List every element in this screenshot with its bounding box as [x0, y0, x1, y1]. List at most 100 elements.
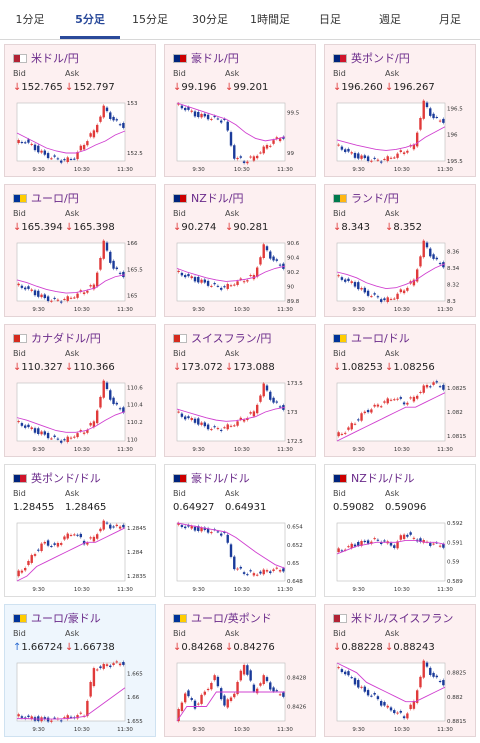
- candle: [370, 541, 373, 544]
- candle: [275, 137, 279, 140]
- tab-6[interactable]: 週足: [379, 13, 401, 26]
- pair-card[interactable]: ランド/円 Bid Ask ↓8.343 ↓8.352 8.36 8.34 8.32…: [324, 184, 476, 317]
- pair-card[interactable]: スイスフラン/円 Bid Ask ↓173.072 ↓173.088 173.5…: [164, 324, 316, 457]
- candle: [438, 120, 442, 122]
- pair-name[interactable]: ユーロ/円: [13, 190, 79, 206]
- tab-5[interactable]: 日足: [319, 13, 341, 26]
- tab-1[interactable]: 5分足: [60, 0, 120, 39]
- chart-frame: [336, 382, 446, 442]
- x-tick-label: 11:30: [117, 447, 133, 453]
- bid-price: 173.072: [181, 362, 223, 373]
- price-chart[interactable]: 0.592 0.591 0.59 0.589 9:30 10:30 11:30: [335, 519, 471, 593]
- candle: [59, 160, 63, 163]
- candle: [23, 568, 27, 571]
- candle: [219, 688, 223, 700]
- pair-card[interactable]: 米ドル/円 Bid Ask ↓152.765 ↓152.797 153 152.5…: [4, 44, 156, 177]
- candle: [95, 410, 99, 424]
- candle: [425, 242, 429, 248]
- price-chart[interactable]: 110.6 110.4 110.2 110 9:30 10:30 11:30: [15, 379, 151, 453]
- candle: [249, 670, 252, 681]
- candle: [337, 432, 340, 437]
- y-tick-label: 166: [127, 241, 138, 247]
- tab-4[interactable]: 1時間足: [250, 13, 290, 26]
- pair-name[interactable]: NZドル/円: [173, 190, 243, 206]
- pair-card[interactable]: ユーロ/円 Bid Ask ↓165.394 ↓165.398 166 165.5…: [4, 184, 156, 317]
- y-tick-label: 0.592: [447, 521, 463, 527]
- candle: [200, 113, 203, 118]
- price-chart[interactable]: 173.5 173 172.5 9:30 10:30 11:30: [175, 379, 311, 453]
- candle: [252, 156, 256, 161]
- price-chart[interactable]: 90.6 90.4 90.2 90 89.8 9:30 10:30 11:30: [175, 239, 311, 313]
- pair-card[interactable]: ユーロ/ドル Bid Ask ↓1.08253 ↓1.08256 1.0825 1…: [324, 324, 476, 457]
- flag-icon: [333, 193, 347, 203]
- candle: [252, 684, 256, 692]
- pair-label: スイスフラン/円: [191, 332, 272, 345]
- pair-card[interactable]: 米ドル/スイスフラン Bid Ask ↓0.88228 ↓0.88243 0.8…: [324, 604, 476, 737]
- candle: [177, 411, 180, 413]
- price-chart[interactable]: 1.665 1.66 1.655 9:30 10:30 11:30: [15, 659, 151, 733]
- pair-card[interactable]: 豪ドル/ドル Bid Ask 0.64927 0.64931 0.654 0.65…: [164, 464, 316, 597]
- price-chart[interactable]: 0.8428 0.8426 9:30 10:30 11:30: [175, 659, 311, 733]
- tab-2[interactable]: 15分足: [132, 13, 168, 26]
- price-chart[interactable]: 1.0825 1.082 1.0815 9:30 10:30 11:30: [335, 379, 471, 453]
- pair-name[interactable]: NZドル/ドル: [333, 470, 414, 486]
- candle: [17, 283, 20, 286]
- candle: [233, 284, 236, 286]
- price-chart[interactable]: 166 165.5 165 9:30 10:30 11:30: [15, 239, 151, 313]
- tab-0[interactable]: 1分足: [15, 13, 45, 26]
- price-chart[interactable]: 0.654 0.652 0.65 0.648 9:30 10:30 11:30: [175, 519, 311, 593]
- pair-card[interactable]: NZドル/円 Bid Ask ↓90.274 ↓90.281 90.6 90.4 9…: [164, 184, 316, 317]
- candle: [337, 548, 340, 552]
- bid-label: Bid: [333, 209, 346, 218]
- tab-3[interactable]: 30分足: [192, 13, 228, 26]
- candle: [422, 540, 425, 543]
- candle: [265, 677, 269, 682]
- price-chart[interactable]: 99.5 99 9:30 10:30 11:30: [175, 99, 311, 173]
- pair-name[interactable]: 米ドル/スイスフラン: [333, 610, 453, 626]
- candle: [412, 537, 416, 539]
- candle: [63, 298, 66, 300]
- pair-name[interactable]: 英ポンド/円: [333, 50, 410, 66]
- y-tick-label: 196.5: [447, 106, 463, 112]
- pair-card[interactable]: 英ポンド/ドル Bid Ask 1.28455 1.28465 1.2845 1.…: [4, 464, 156, 597]
- pair-name[interactable]: 豪ドル/円: [173, 50, 239, 66]
- tab-7[interactable]: 月足: [439, 13, 461, 26]
- price-chart[interactable]: 153 152.5 9:30 10:30 11:30: [15, 99, 151, 173]
- pair-card[interactable]: NZドル/ドル Bid Ask 0.59082 0.59096 0.592 0.5…: [324, 464, 476, 597]
- pair-name[interactable]: 豪ドル/ドル: [173, 470, 250, 486]
- pair-card[interactable]: カナダドル/円 Bid Ask ↓110.327 ↓110.366 110.6 1…: [4, 324, 156, 457]
- pair-card[interactable]: 豪ドル/円 Bid Ask ↓99.196 ↓99.201 99.5 99 9:30…: [164, 44, 316, 177]
- pair-name[interactable]: カナダドル/円: [13, 330, 101, 346]
- moving-average-line: [176, 102, 286, 142]
- pair-name[interactable]: ユーロ/豪ドル: [13, 610, 101, 626]
- candle: [109, 524, 112, 529]
- pair-card[interactable]: 英ポンド/円 Bid Ask ↓196.260 ↓196.267 196.5 19…: [324, 44, 476, 177]
- pair-name[interactable]: スイスフラン/円: [173, 330, 271, 346]
- candle: [229, 285, 233, 287]
- candle: [379, 541, 383, 545]
- pair-card[interactable]: ユーロ/豪ドル Bid Ask ↑1.66724 ↓1.66738 1.665 1…: [4, 604, 156, 737]
- price-chart[interactable]: 196.5 196 195.5 9:30 10:30 11:30: [335, 99, 471, 173]
- pair-name[interactable]: ランド/円: [333, 190, 399, 206]
- price-chart[interactable]: 8.36 8.34 8.32 8.3 9:30 10:30 11:30: [335, 239, 471, 313]
- y-tick-label: 173.5: [287, 381, 303, 387]
- candle: [66, 296, 69, 301]
- candle: [187, 107, 190, 110]
- moving-average-line: [176, 265, 286, 282]
- ask-price: 0.59096: [385, 502, 427, 513]
- down-arrow-icon: ↓: [65, 82, 74, 93]
- bid-value: 0.59082: [333, 502, 374, 513]
- candle: [442, 680, 445, 686]
- price-chart[interactable]: 0.8825 0.882 0.8815 9:30 10:30 11:30: [335, 659, 471, 733]
- candle: [357, 419, 360, 421]
- pair-name[interactable]: ユーロ/ドル: [333, 330, 410, 346]
- pair-name[interactable]: 英ポンド/ドル: [13, 470, 101, 486]
- pair-card[interactable]: ユーロ/英ポンド Bid Ask ↓0.84268 ↓0.84276 0.842…: [164, 604, 316, 737]
- candle: [429, 248, 432, 257]
- price-chart[interactable]: 1.2845 1.284 1.2835 9:30 10:30 11:30: [15, 519, 151, 593]
- pair-name[interactable]: ユーロ/英ポンド: [173, 610, 272, 626]
- pair-name[interactable]: 米ドル/円: [13, 50, 79, 66]
- candle: [180, 413, 184, 417]
- bid-price: 196.260: [341, 82, 383, 93]
- candle: [99, 396, 102, 408]
